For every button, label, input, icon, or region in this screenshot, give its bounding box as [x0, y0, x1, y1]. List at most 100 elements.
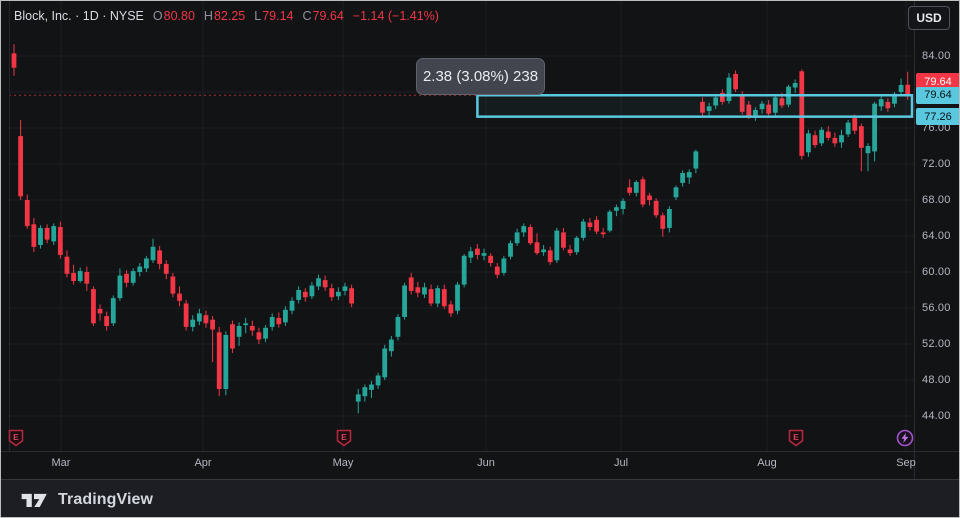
candle-body — [567, 249, 573, 254]
candle-body — [653, 200, 659, 216]
candle-body — [640, 179, 646, 205]
candle-body — [190, 319, 196, 327]
candle-body — [309, 285, 315, 297]
month-label: May — [332, 457, 354, 469]
tradingview-brand-text[interactable]: TradingView — [58, 490, 154, 508]
candle-body — [316, 278, 321, 287]
currency-button[interactable]: USD — [908, 6, 950, 30]
candle-body — [719, 92, 725, 102]
tradingview-logo-icon[interactable] — [19, 489, 49, 511]
high-value: 82.25 — [213, 9, 246, 23]
candle-body — [196, 313, 202, 322]
candle-body — [97, 308, 103, 314]
price-range-box[interactable] — [476, 93, 914, 118]
low-label: L — [254, 9, 262, 23]
candlestick-chart-canvas[interactable] — [1, 1, 914, 451]
ohlc-low: L 79.14 — [254, 9, 293, 23]
close-label: C — [302, 9, 312, 23]
low-value: 79.14 — [262, 9, 294, 23]
candle-body — [369, 384, 374, 390]
price-tick-label: 56.00 — [922, 302, 951, 314]
ohlc-high: H 82.25 — [204, 9, 245, 23]
bottom-brand-bar: TradingView — [1, 479, 959, 517]
candle-body — [713, 97, 719, 106]
candle-body — [150, 246, 156, 261]
measure-tool-label[interactable]: 2.38 (3.08%) 238 — [416, 58, 545, 95]
candle-body — [693, 151, 699, 169]
candle-body — [342, 286, 348, 291]
candle-body — [845, 122, 851, 135]
flash-event-badge[interactable] — [896, 429, 914, 447]
candle-body — [759, 103, 765, 110]
candle-body — [600, 232, 606, 235]
candle-body — [574, 237, 580, 253]
symbol-legend[interactable]: Block, Inc. · 1D · NYSE O 80.80 H 82.25 … — [14, 9, 439, 23]
candle-body — [905, 84, 911, 96]
candle-body — [733, 74, 738, 90]
candle-body — [448, 304, 454, 314]
candle-body — [415, 287, 421, 293]
candle-body — [51, 226, 57, 242]
candle-body — [382, 348, 388, 378]
candle-body — [666, 209, 672, 228]
candle-body — [296, 290, 302, 300]
candle-body — [428, 289, 434, 304]
candle-body — [163, 263, 169, 274]
ohlc-open: O 80.80 — [153, 9, 195, 23]
candle-body — [825, 131, 831, 138]
candle-body — [455, 284, 460, 311]
candle-body — [137, 266, 143, 272]
candle-body — [144, 258, 149, 269]
candle-body — [554, 230, 560, 261]
candle-body — [388, 339, 394, 352]
month-label: Jun — [477, 457, 495, 469]
candle-body — [329, 288, 335, 298]
candle-body — [157, 250, 163, 264]
price-tick-label: 44.00 — [922, 410, 951, 422]
candle-body — [772, 97, 778, 113]
flash-icon — [896, 429, 914, 447]
candle-body — [872, 103, 877, 152]
candle-body — [614, 207, 619, 211]
earnings-event-badge[interactable]: E — [336, 429, 352, 447]
candle-body — [210, 319, 215, 330]
earnings-event-badge[interactable]: E — [8, 429, 24, 447]
candle-body — [269, 317, 275, 327]
candle-body — [686, 172, 692, 178]
candle-body — [607, 211, 613, 231]
candle-body — [276, 317, 282, 325]
month-label: Jul — [613, 457, 629, 469]
change-value: −1.14 (−1.41%) — [352, 9, 439, 23]
candle-body — [236, 326, 242, 337]
candle-body — [77, 271, 83, 281]
candle-body — [362, 387, 368, 397]
candle-body — [766, 104, 772, 114]
candle-body — [249, 326, 255, 331]
candle-body — [587, 222, 593, 227]
candle-body — [898, 84, 904, 92]
earnings-event-badge[interactable]: E — [788, 429, 804, 447]
candle-body — [792, 83, 798, 88]
candle-body — [18, 136, 24, 197]
ohlc-close: C 79.64 — [302, 9, 343, 23]
price-tick-label: 48.00 — [922, 374, 951, 386]
candle-body — [230, 324, 235, 349]
candle-body — [183, 303, 189, 327]
candle-body — [799, 71, 805, 156]
candle-body — [71, 272, 76, 281]
close-value: 79.64 — [312, 9, 344, 23]
candle-body — [832, 137, 838, 144]
candle-body — [375, 375, 381, 386]
symbol-title: Block, Inc. · 1D · NYSE — [14, 9, 144, 23]
candle-body — [521, 226, 527, 233]
candle-body — [38, 227, 43, 245]
candle-body — [408, 277, 414, 291]
price-tick-label: 72.00 — [922, 158, 951, 170]
month-label: Sep — [896, 457, 916, 469]
candle-body — [878, 99, 884, 107]
candle-body — [627, 187, 633, 193]
candle-body — [561, 232, 566, 248]
candle-body — [547, 250, 553, 263]
candle-body — [541, 249, 546, 253]
